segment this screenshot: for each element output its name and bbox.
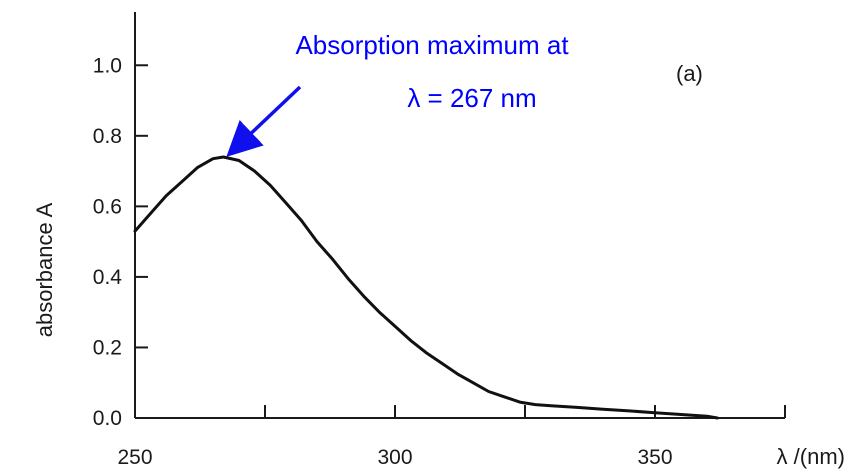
annotation-arrow [226, 85, 302, 157]
series-lines [133, 155, 719, 420]
y-tick-label: 0.8 [93, 125, 122, 148]
x-tick-label: 300 [377, 446, 412, 469]
x-tick-label: 350 [637, 446, 672, 469]
panel-label: (a) [676, 61, 703, 86]
axes [134, 12, 785, 419]
y-tick-label: 0.6 [93, 195, 122, 218]
y-tick-label: 0.0 [93, 407, 122, 430]
absorbance-curve [133, 155, 719, 420]
annotation-line-2: λ = 267 nm [407, 83, 536, 113]
tick-labels: 0.0 0.2 0.4 0.6 0.8 1.0 250 300 350 [93, 54, 673, 469]
x-tick-label: 250 [117, 446, 152, 469]
annotation: Absorption maximum at λ = 267 nm [226, 30, 569, 157]
x-axis-label: λ /(nm) [777, 444, 845, 469]
annotation-line-1: Absorption maximum at [295, 30, 569, 60]
y-tick-label: 0.2 [93, 336, 122, 359]
y-tick-label: 0.4 [93, 266, 123, 289]
y-axis-label: absorbance A [32, 202, 57, 337]
tick-marks [134, 64, 786, 419]
y-tick-label: 1.0 [93, 54, 122, 77]
